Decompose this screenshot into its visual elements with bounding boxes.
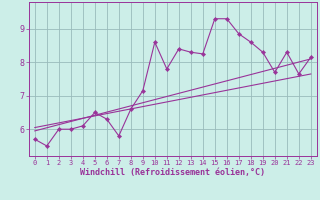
X-axis label: Windchill (Refroidissement éolien,°C): Windchill (Refroidissement éolien,°C) — [80, 168, 265, 177]
